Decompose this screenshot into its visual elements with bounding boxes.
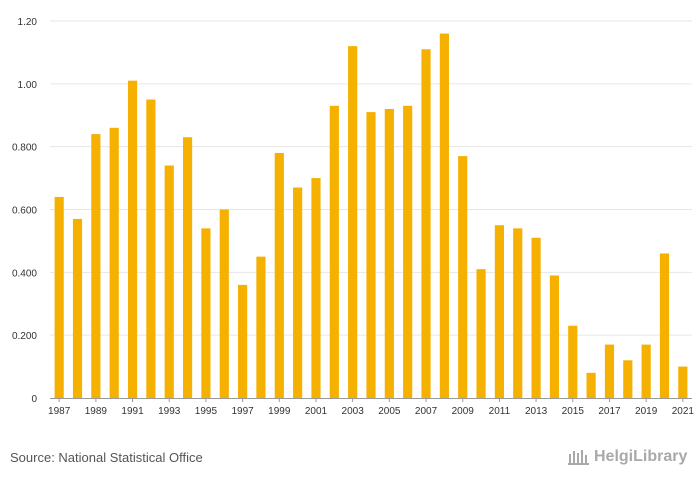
bar-2021 [678,366,688,398]
bar-2008 [439,33,449,399]
bar-2010 [476,269,486,398]
x-tick-label: 1991 [121,406,144,417]
y-tick-label: 1.00 [18,80,38,91]
x-tick-label: 1999 [268,406,291,417]
x-tick-label: 2021 [672,406,695,417]
bar-2016 [586,372,596,398]
x-tick-label: 2011 [489,406,511,417]
bar-2004 [366,112,376,398]
x-tick-label: 2009 [452,406,475,417]
x-tick-label: 2001 [305,406,328,417]
y-tick-label: 0.400 [12,268,37,279]
y-tick-label: 1.20 [18,17,38,28]
bar-2007 [421,49,431,399]
bar-1998 [256,256,266,398]
bar-1989 [91,134,101,398]
x-tick-label: 2015 [562,406,585,417]
bar-1996 [219,209,229,398]
brand-name: HelgiLibrary [594,448,688,465]
bar-2001 [311,178,321,398]
bar-2005 [384,108,394,398]
y-tick-labels: 0 0.200 0.400 0.600 0.800 1.00 1.20 [12,17,37,405]
y-tick-label: 0.800 [12,143,37,154]
bar-1994 [182,137,193,398]
bars [54,33,688,399]
bar-2017 [604,344,615,398]
x-tick-label: 1993 [158,406,181,417]
bar-1997 [238,284,248,398]
bar-2009 [458,156,468,398]
bar-2011 [494,225,504,398]
bar-1992 [146,99,156,399]
bar-1995 [201,228,211,398]
bar-2002 [329,105,339,398]
bar-2013 [531,237,541,398]
y-tick-label: 0.600 [12,206,37,217]
bar-2003 [348,46,358,399]
bar-2019 [641,344,651,398]
x-tick-label: 1987 [48,406,71,417]
bar-1999 [274,152,284,398]
bar-2000 [293,187,303,398]
y-tick-label: 0 [31,394,37,405]
source-note: Source: National Statistical Office [10,450,203,465]
x-tick-label: 2013 [525,406,548,417]
x-tick-label: 2017 [598,406,621,417]
x-tick-label: 2019 [635,406,658,417]
bar-2014 [549,275,560,398]
bar-2018 [623,360,633,398]
bar-1988 [72,218,83,398]
bar-2012 [513,228,523,398]
x-tick-label: 1995 [195,406,218,417]
x-tick-labels: 1987 1989 1991 1993 1995 1997 1999 2001 2003 2005… [48,406,694,417]
x-tick-label: 1997 [231,406,254,417]
bar-1993 [164,165,174,398]
x-tick-label: 2003 [342,406,365,417]
brand-logo: HelgiLibrary [568,448,687,466]
x-axis [50,398,692,402]
bar-2015 [568,325,578,398]
bar-2006 [403,105,413,398]
x-tick-label: 2005 [378,406,401,417]
bar-1990 [109,127,119,399]
x-tick-label: 1989 [85,406,108,417]
bar-2020 [659,253,670,398]
helgi-library-icon [568,450,589,465]
bar-1991 [127,80,138,399]
bar-1987 [54,196,64,398]
x-tick-label: 2007 [415,406,438,417]
y-tick-label: 0.200 [12,331,37,342]
